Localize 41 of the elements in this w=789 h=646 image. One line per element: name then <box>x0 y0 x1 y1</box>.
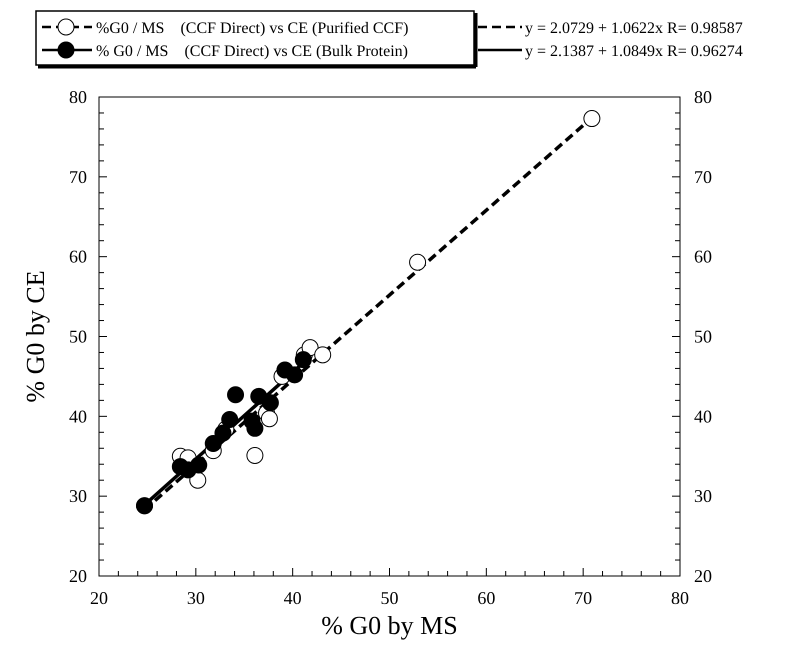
x-tick-label: 70 <box>574 588 592 608</box>
point <box>286 366 304 384</box>
y-tick-label: 30 <box>69 486 87 506</box>
y2-tick-label: 30 <box>694 486 712 506</box>
y-tick-label: 50 <box>69 326 87 346</box>
point <box>221 411 238 428</box>
y2-tick-label: 20 <box>694 566 712 586</box>
point <box>190 456 208 474</box>
y2-tick-label: 80 <box>694 87 712 107</box>
point <box>314 346 332 364</box>
legend-label: y = 2.1387 + 1.0849x R= 0.96274 <box>525 43 743 60</box>
point <box>246 420 264 437</box>
point <box>246 446 264 464</box>
y-tick-label: 70 <box>69 166 87 187</box>
x-tick-label: 80 <box>671 588 689 608</box>
y2-tick-label: 60 <box>694 246 712 267</box>
x-tick-label: 20 <box>90 588 108 608</box>
point <box>227 386 244 404</box>
y-tick-label: 20 <box>69 566 87 586</box>
y2-tick-label: 50 <box>694 326 712 346</box>
y-tick-label: 60 <box>69 246 87 267</box>
point <box>294 351 312 368</box>
point <box>409 254 426 271</box>
point <box>214 424 232 442</box>
x-axis-title: % G0 by MS <box>321 611 458 640</box>
y2-tick-label: 40 <box>694 406 712 426</box>
y-tick-label: 40 <box>69 406 87 426</box>
point <box>262 394 279 412</box>
x-tick-label: 30 <box>186 588 205 608</box>
y2-tick-label: 70 <box>694 166 712 187</box>
point <box>583 110 600 128</box>
point <box>260 410 278 428</box>
x-tick-label: 50 <box>380 588 398 608</box>
y-tick-label: 80 <box>69 87 87 107</box>
x-tick-label: 40 <box>284 588 302 608</box>
x-tick-label: 60 <box>477 588 496 608</box>
point <box>204 434 222 452</box>
legend-label: %G0 / MS (CCF Direct) vs CE (Purified CCF) <box>96 20 408 37</box>
y-axis-title: % G0 by CE <box>21 270 50 403</box>
legend-label: % G0 / MS (CCF Direct) vs CE (Bulk Protein) <box>96 43 408 60</box>
legend-label: y = 2.0729 + 1.0622x R= 0.98587 <box>525 20 743 37</box>
